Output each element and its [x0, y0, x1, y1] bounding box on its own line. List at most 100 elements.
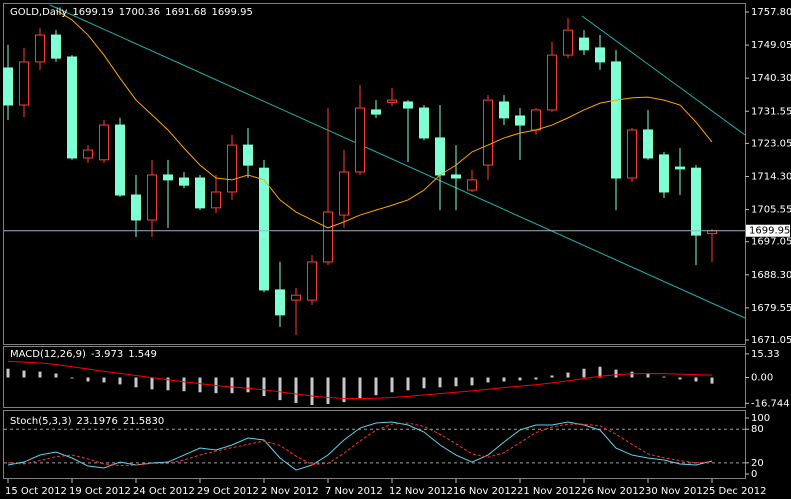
candle-body: [83, 149, 93, 159]
candle-body: [563, 29, 573, 56]
trend-line: [581, 15, 746, 136]
macd-bar: [694, 377, 698, 382]
last-close: 1699.95: [211, 7, 252, 18]
macd-bar: [646, 373, 650, 378]
y-tick-label: 1731.55: [751, 106, 791, 117]
stoch-line: [7, 421, 713, 471]
y-tick-label: 1714.30: [751, 171, 791, 182]
candle-body: [163, 174, 173, 181]
macd-bar: [22, 370, 26, 378]
candle-body: [691, 167, 701, 236]
last-value: 21.5830: [123, 416, 164, 427]
macd-bar: [358, 377, 362, 399]
macd-bar: [294, 377, 298, 404]
macd-bar: [566, 372, 570, 378]
stoch-panel-border: [3, 410, 746, 479]
y-tick-label: 1749.05: [751, 40, 791, 51]
macd-bar: [502, 377, 506, 382]
macd-bar: [166, 377, 170, 391]
candle-body: [403, 101, 413, 109]
candle-body: [483, 99, 493, 166]
macd-bar: [198, 377, 202, 393]
trend-line: [49, 4, 746, 319]
candle-body: [51, 34, 61, 59]
macd-bar: [54, 373, 58, 378]
macd-bar: [614, 369, 618, 378]
macd-bar: [582, 368, 586, 378]
x-tick-label: 5 Dec 2012: [709, 486, 767, 497]
last-price-label: 1699.95: [749, 226, 790, 237]
last-low: 1691.68: [165, 7, 206, 18]
candle-body: [131, 194, 141, 221]
y-tick-label: 1697.05: [751, 237, 791, 248]
y-tick-label: 1688.30: [751, 270, 791, 281]
last-macd: -3.973: [91, 349, 123, 360]
candle-body: [419, 107, 429, 139]
y-tick-label: 0.00: [751, 372, 773, 383]
moving-average: [55, 9, 713, 229]
candle-body: [227, 144, 237, 193]
y-tick-label: 1757.80: [751, 7, 791, 18]
macd-bar: [438, 377, 442, 388]
x-tick-label: 30 Nov 2012: [645, 486, 709, 497]
y-tick-label: 1705.55: [751, 205, 791, 216]
candle-body: [3, 67, 13, 106]
indicator-title: MACD(12,26,9): [10, 349, 86, 360]
y-tick-label: 1723.05: [751, 138, 791, 149]
last-high: 1700.36: [119, 7, 160, 18]
chart-title: GOLD,Daily: [10, 7, 67, 18]
candle-body: [147, 174, 157, 221]
macd-bar: [262, 377, 266, 397]
y-tick-label: 1740.30: [751, 73, 791, 84]
y-tick-label: 80: [751, 424, 764, 435]
candle-body: [435, 137, 445, 176]
x-tick-label: 12 Nov 2012: [389, 486, 453, 497]
x-tick-label: 26 Nov 2012: [581, 486, 645, 497]
candle-body: [67, 56, 77, 159]
last-open: 1699.19: [72, 7, 113, 18]
candle-body: [35, 34, 45, 63]
macd-bar: [518, 377, 522, 381]
macd-bar: [486, 377, 490, 383]
y-tick-label: -16.744: [751, 398, 790, 409]
candle-body: [99, 124, 109, 161]
candle-body: [659, 154, 669, 193]
candle-body: [19, 61, 29, 106]
macd-bar: [310, 377, 314, 406]
macd-bar: [342, 377, 346, 403]
candle-body: [627, 129, 637, 179]
macd-bar: [278, 377, 282, 401]
x-tick-label: 7 Nov 2012: [325, 486, 383, 497]
candle-body: [643, 129, 653, 159]
macd-bar: [374, 377, 378, 396]
stoch-line: [7, 422, 713, 467]
candle-body: [531, 109, 541, 131]
x-tick-label: 24 Oct 2012: [133, 486, 195, 497]
macd-bar: [630, 371, 634, 378]
candle-body: [243, 144, 253, 166]
y-tick-label: 1671.05: [751, 335, 791, 346]
candle-body: [371, 109, 381, 115]
macd-bar: [710, 377, 714, 384]
candle-body: [259, 167, 269, 291]
candle-body: [467, 179, 477, 191]
macd-bar: [534, 377, 538, 380]
candle-body: [115, 124, 125, 196]
macd-bar: [118, 377, 122, 385]
last-signal: 1.549: [128, 349, 157, 360]
x-tick-label: 2 Nov 2012: [261, 486, 319, 497]
x-tick-label: 15 Oct 2012: [5, 486, 67, 497]
candle-body: [451, 174, 461, 179]
candle-body: [675, 166, 685, 170]
macd-bar: [134, 377, 138, 388]
candle-body: [211, 191, 221, 209]
x-tick-label: 16 Nov 2012: [453, 486, 517, 497]
macd-bar: [662, 376, 666, 378]
macd-bar: [246, 377, 250, 393]
y-tick-label: 15.33: [751, 349, 780, 360]
x-tick-label: 21 Nov 2012: [517, 486, 581, 497]
macd-bar: [70, 377, 74, 379]
candle-body: [179, 177, 189, 186]
candle-body: [195, 177, 205, 209]
